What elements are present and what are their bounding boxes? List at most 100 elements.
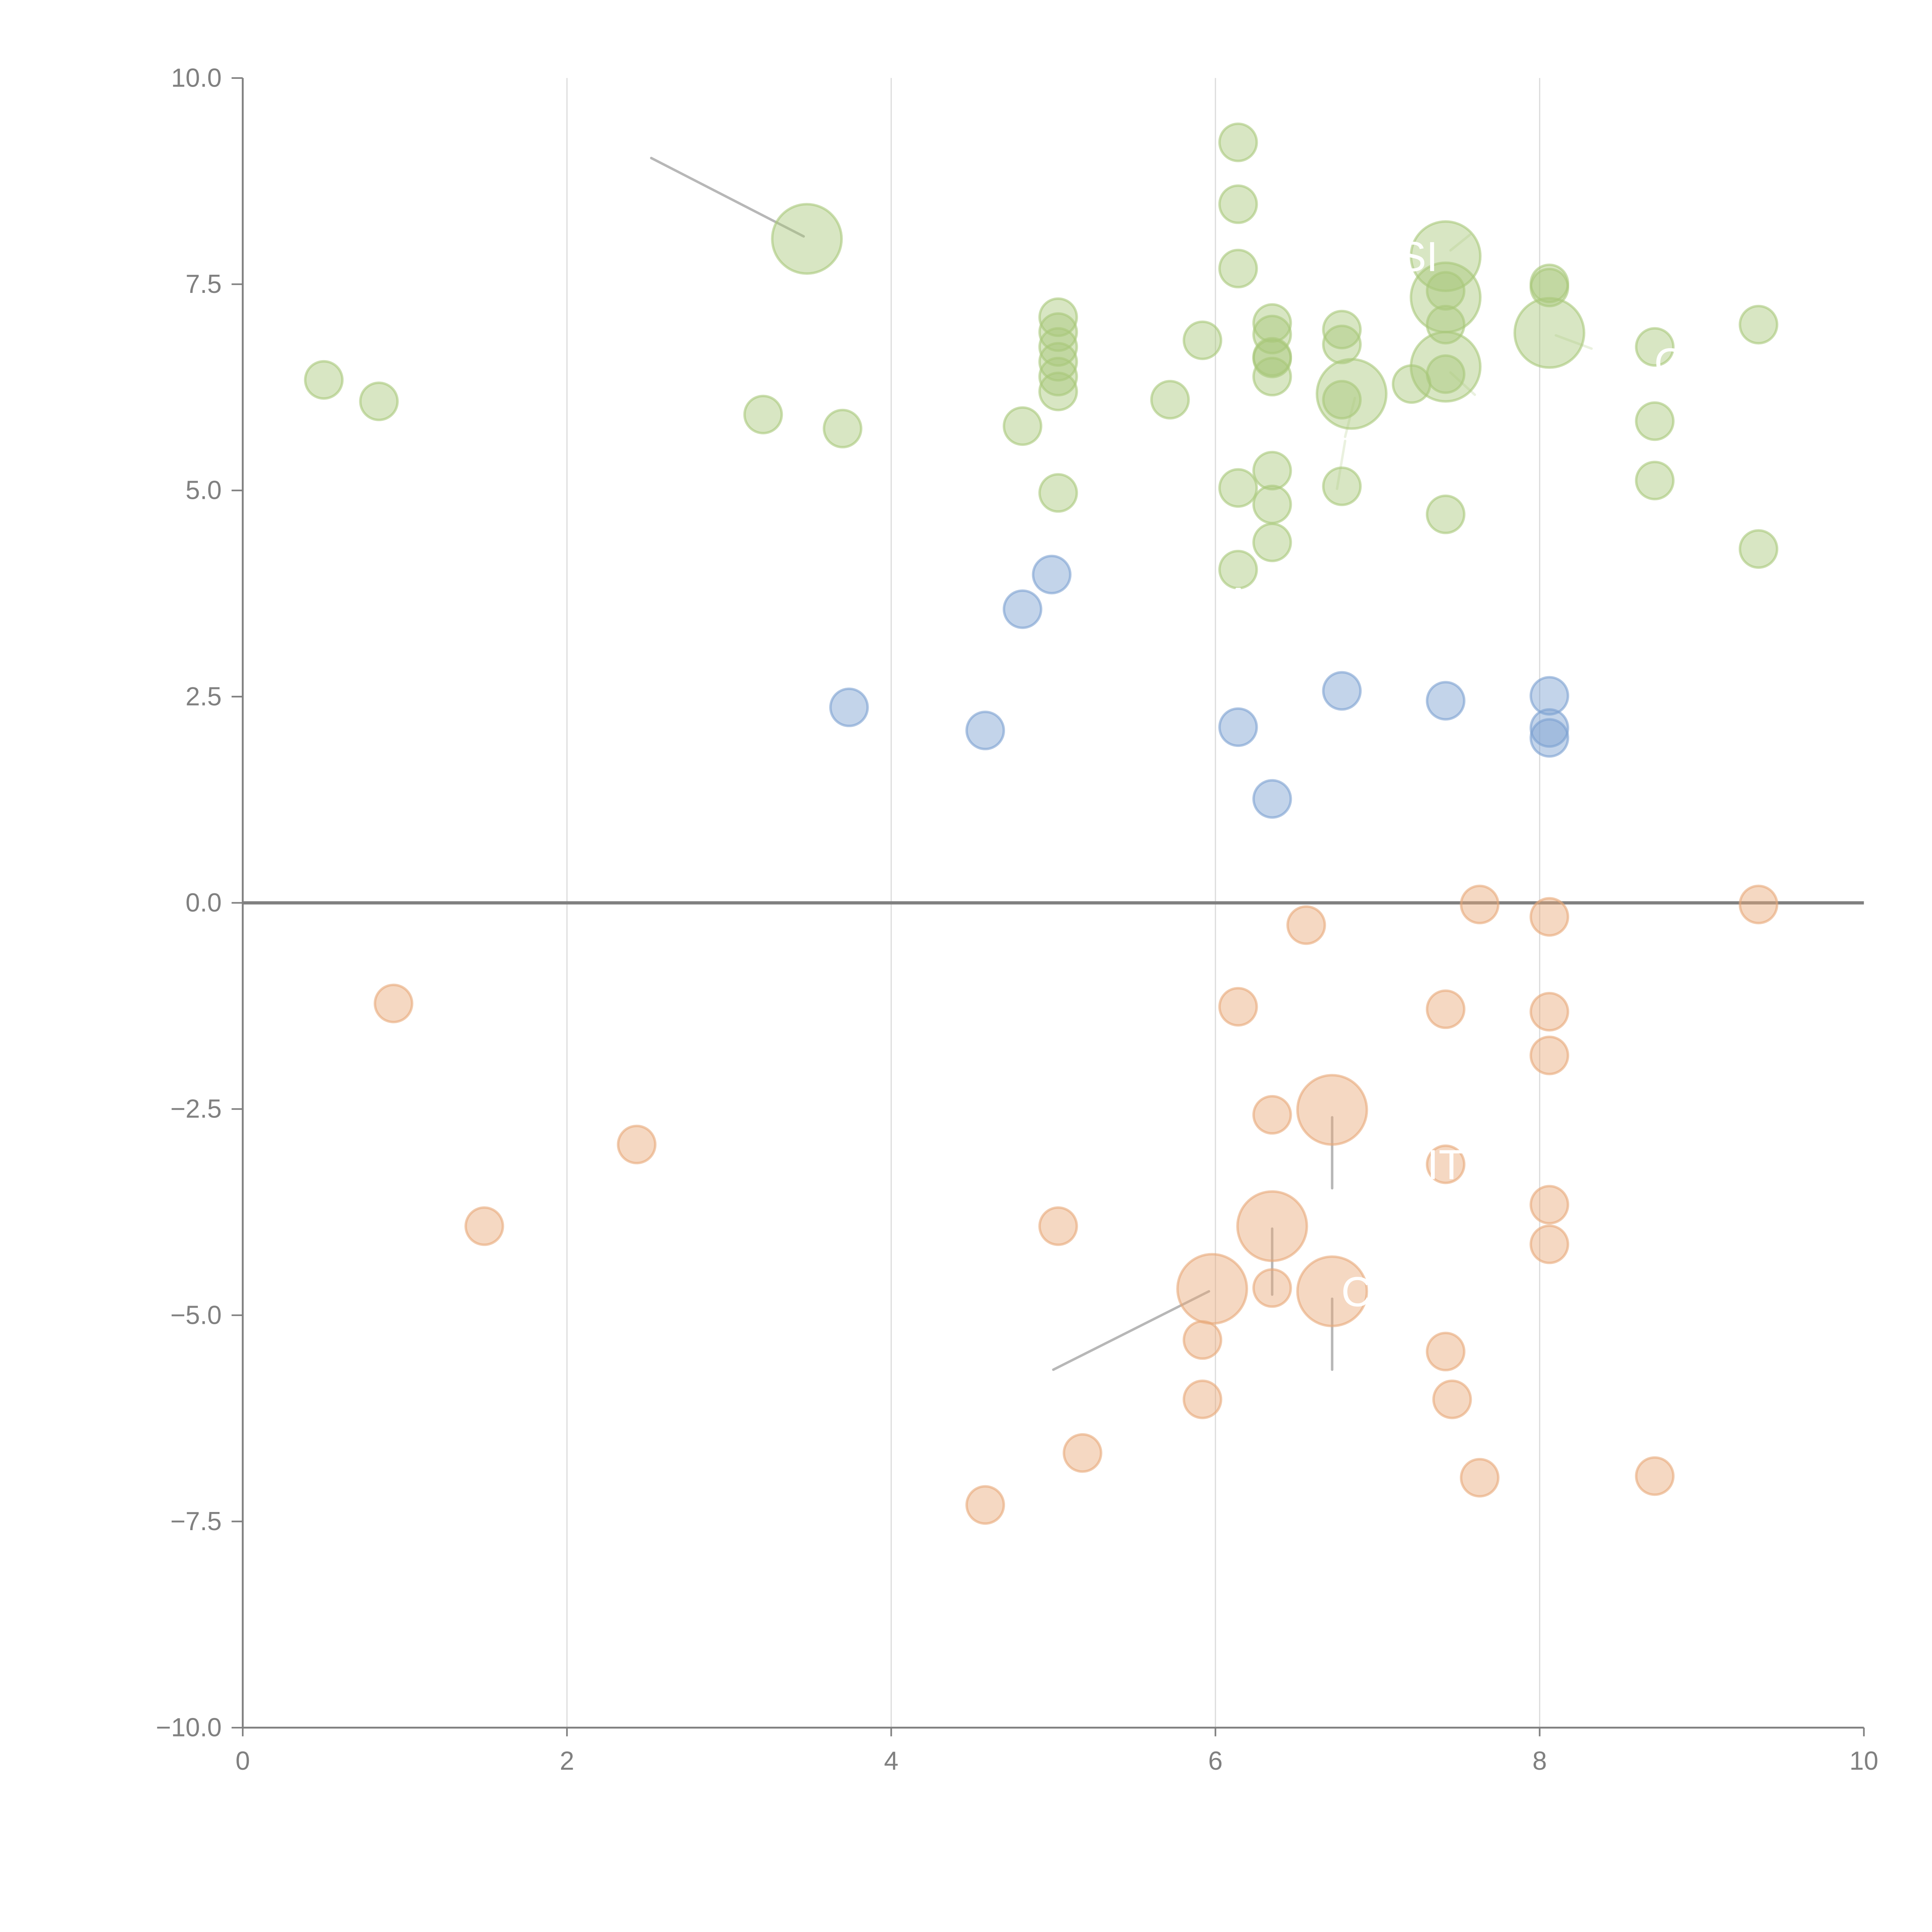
x-tick-label: 2	[560, 1747, 574, 1776]
data-point-neutral	[1425, 681, 1466, 721]
data-point-negative	[617, 1124, 656, 1165]
data-point-negative	[1038, 1206, 1078, 1246]
y-tick-label: −5.0	[170, 1301, 222, 1330]
y-tick-label: 7.5	[185, 270, 222, 299]
leader-line	[1335, 439, 1347, 490]
data-point-positive	[1322, 310, 1362, 350]
data-point-positive	[1425, 271, 1466, 311]
data-point-positive	[771, 203, 843, 275]
data-point-positive	[1425, 354, 1466, 394]
y-tick-label: 5.0	[185, 476, 222, 505]
data-point-neutral	[1322, 671, 1362, 711]
point-label: A	[1224, 579, 1252, 626]
data-point-positive	[1252, 522, 1292, 562]
data-point-negative	[1529, 1036, 1570, 1075]
data-point-positive	[1322, 466, 1362, 506]
data-point-neutral	[1252, 779, 1292, 819]
data-point-positive	[1513, 297, 1585, 369]
data-point-negative	[1425, 1144, 1466, 1184]
point-label: IT	[1427, 1141, 1464, 1189]
data-point-positive	[304, 360, 344, 400]
point-label: C	[1654, 340, 1685, 387]
y-tick-label: 10.0	[171, 63, 222, 92]
x-tick-label: 0	[235, 1747, 250, 1776]
point-label: SI	[1398, 233, 1438, 280]
data-point-positive	[1315, 358, 1388, 430]
data-point-neutral	[965, 711, 1005, 750]
leader-line	[1554, 334, 1593, 350]
data-point-neutral	[1529, 676, 1570, 716]
point-label: CHP	[1341, 1268, 1430, 1315]
data-point-positive	[823, 408, 862, 449]
data-point-positive	[1738, 304, 1779, 345]
data-point-positive	[1218, 549, 1258, 590]
data-point-positive	[1425, 494, 1466, 534]
data-point-positive	[1529, 267, 1570, 308]
data-point-positive	[1038, 473, 1078, 513]
y-tick-label: −7.5	[170, 1507, 222, 1536]
data-point-positive	[1038, 357, 1078, 396]
y-tick-label: 2.5	[185, 682, 222, 711]
data-point-neutral	[1529, 708, 1570, 748]
data-point-positive	[1038, 312, 1078, 352]
axes: 0 2 4 6 8 10 10.0 7.5 5.0 2.5 0.0 −2.5 −5.0 −7.5 −10.0	[156, 63, 1878, 1776]
data-point-negative	[1635, 1456, 1675, 1496]
data-point-negative	[1296, 1255, 1368, 1327]
data-point-negative	[1432, 1379, 1472, 1419]
data-point-positive	[1218, 468, 1258, 508]
data-point-positive	[1410, 220, 1482, 292]
data-point-positive	[1635, 401, 1675, 441]
y-tick-label: 0.0	[185, 888, 222, 917]
data-point-negative	[1176, 1253, 1248, 1325]
data-point-negative	[1286, 905, 1326, 945]
data-point-positive	[1002, 406, 1043, 446]
data-point-positive	[1182, 320, 1223, 361]
data-point-positive	[1218, 248, 1258, 289]
data-point-negative	[1182, 1379, 1223, 1419]
data-point-negative	[1252, 1095, 1292, 1135]
data-point-negative	[374, 983, 413, 1024]
data-point-negative	[1529, 897, 1570, 937]
y-tick-label: −2.5	[170, 1095, 222, 1124]
x-tick-label: 8	[1532, 1747, 1547, 1776]
data-point-neutral	[1529, 718, 1570, 758]
y-tick-label: −10.0	[156, 1713, 221, 1742]
data-point-positive	[359, 381, 399, 421]
data-point-negative	[1529, 1185, 1570, 1225]
leader-line	[650, 156, 805, 238]
data-point-positive	[743, 395, 783, 435]
data-point-negative	[1182, 1320, 1223, 1360]
leader-line	[1449, 233, 1471, 252]
data-point-positive	[1322, 380, 1362, 420]
data-point-positive	[1218, 122, 1258, 162]
data-point-neutral	[829, 687, 869, 727]
x-tick-label: 10	[1849, 1747, 1878, 1776]
data-point-positive	[1322, 325, 1362, 364]
leader-line	[1052, 1290, 1210, 1371]
data-point-negative	[1460, 1458, 1500, 1498]
data-point-negative	[1529, 992, 1570, 1032]
data-point-positive	[1038, 342, 1078, 382]
data-point-positive	[1738, 529, 1779, 569]
data-point-positive	[1252, 357, 1292, 396]
data-point-negative	[965, 1485, 1005, 1525]
x-tick-label: 6	[1208, 1747, 1223, 1776]
data-point-positive	[1635, 461, 1675, 500]
data-point-negative	[1738, 884, 1779, 925]
data-point-negative	[1529, 1224, 1570, 1264]
data-points	[304, 122, 1779, 1525]
data-point-negative	[1425, 1332, 1466, 1372]
data-point-positive	[1038, 371, 1078, 412]
data-point-neutral	[1002, 589, 1043, 629]
data-point-neutral	[1032, 554, 1072, 595]
data-point-positive	[1150, 380, 1190, 420]
data-point-positive	[1252, 303, 1292, 343]
data-point-positive	[1252, 315, 1292, 355]
data-point-neutral	[1218, 707, 1258, 747]
data-point-negative	[1252, 1268, 1292, 1308]
data-point-positive	[1635, 327, 1675, 367]
data-point-positive	[1038, 327, 1078, 367]
x-tick-label: 4	[884, 1747, 898, 1776]
data-point-positive	[1410, 331, 1482, 403]
